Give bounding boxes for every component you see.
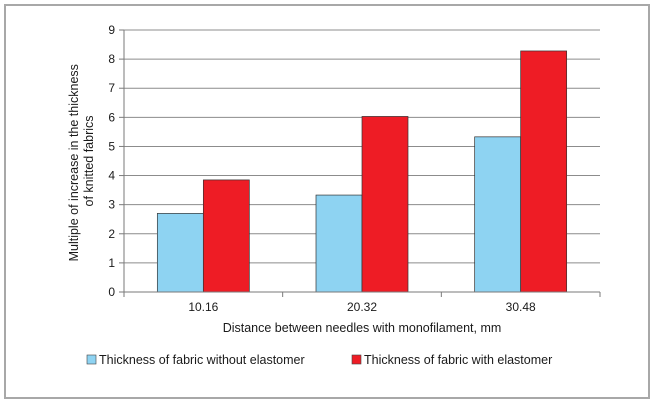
y-tick-label: 3	[108, 198, 115, 212]
axes	[123, 30, 600, 293]
x-tick-labels: 10.16 20.32 30.48	[188, 300, 536, 314]
x-tick-label: 10.16	[188, 300, 218, 314]
y-tick-label: 5	[108, 139, 115, 153]
bar-without-elastomer-10.16	[156, 213, 204, 293]
bar-with-elastomer-30.48	[520, 50, 568, 293]
legend-swatch-without-elastomer	[86, 354, 97, 365]
x-tick-label: 30.48	[506, 300, 536, 314]
bar-with-elastomer-20.32	[361, 116, 409, 293]
y-tick-label: 2	[108, 227, 115, 241]
y-tick-label: 7	[108, 81, 115, 95]
x-tick-label: 20.32	[347, 300, 377, 314]
legend-label-without-elastomer: Thickness of fabric without elastomer	[99, 353, 305, 367]
y-tick-label: 6	[108, 110, 115, 124]
y-tick-label: 1	[108, 256, 115, 270]
bar-without-elastomer-30.48	[474, 136, 522, 293]
x-axis-title: Distance between needles with monofilame…	[223, 321, 502, 335]
legend-swatch-with-elastomer	[351, 354, 362, 365]
bar-without-elastomer-20.32	[315, 194, 363, 293]
y-axis-title-line-1: Multiple of increase in the thickness	[67, 64, 81, 261]
y-tick-label: 9	[108, 23, 115, 37]
y-axis-title-line-2: of knitted fabrics	[82, 115, 96, 206]
legend: Thickness of fabric without elastomer Th…	[86, 353, 552, 367]
y-tick-label: 8	[108, 52, 115, 66]
y-tick-label: 4	[108, 169, 115, 183]
y-axis-title: Multiple of increase in the thickness of…	[67, 61, 96, 262]
legend-label-with-elastomer: Thickness of fabric with elastomer	[364, 353, 552, 367]
bars	[156, 50, 568, 293]
bar-with-elastomer-10.16	[202, 179, 250, 293]
y-tick-label: 0	[108, 285, 115, 299]
y-tick-labels: 0 1 2 3 4 5 6 7 8 9	[108, 23, 115, 299]
